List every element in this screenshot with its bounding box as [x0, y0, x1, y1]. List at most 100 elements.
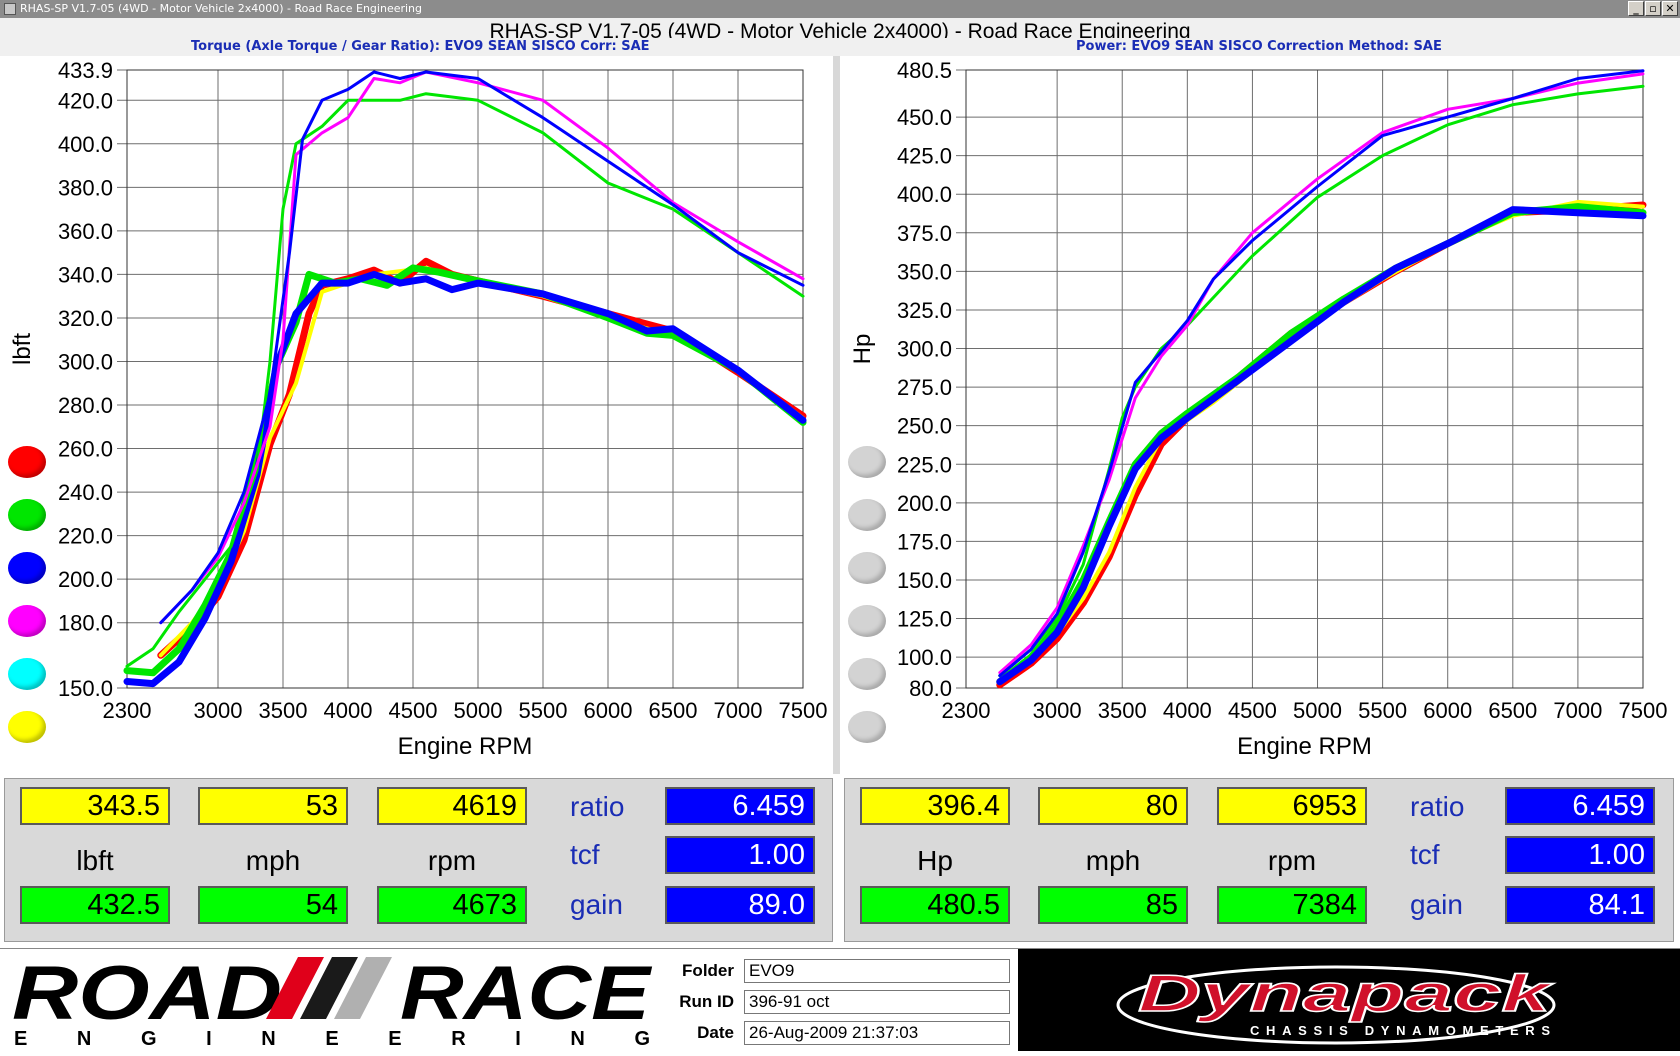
footer: ROAD RACE E N G I N E E R I N G Folder E…	[0, 948, 1680, 1051]
y-tick-label: 175.0	[897, 529, 952, 554]
series-line	[159, 70, 805, 625]
series-line	[125, 92, 805, 668]
gain-field[interactable]: 84.1	[1505, 886, 1655, 924]
cursor-torque-value: 343.5	[20, 787, 170, 825]
plot-frame	[965, 69, 1644, 689]
x-tick-label: 7000	[714, 698, 763, 723]
logo-road-text: ROAD	[12, 951, 282, 1036]
cursor-rpm-value: 6953	[1217, 787, 1367, 825]
date-field[interactable]: 26-Aug-2009 21:37:03	[744, 1021, 1010, 1045]
mph-unit-label: mph	[1085, 845, 1141, 876]
x-tick-label: 6000	[1423, 698, 1472, 723]
window-title: RHAS-SP V1.7-05 (4WD - Motor Vehicle 2x4…	[20, 2, 423, 15]
tcf-field[interactable]: 1.00	[1505, 836, 1655, 874]
x-tick-label: 6500	[649, 698, 698, 723]
legend-dot-6[interactable]	[8, 711, 46, 743]
run-info: Folder EVO9 Run ID 396-91 oct Date 26-Au…	[664, 953, 1014, 1047]
y-tick-label: 375.0	[897, 221, 952, 246]
y-tick-label: 300.0	[897, 337, 952, 362]
legend-dot-3[interactable]	[8, 552, 46, 584]
y-tick-label: 320.0	[58, 306, 113, 331]
y-tick-label: 400.0	[58, 132, 113, 157]
rpm-unit-label: rpm	[1267, 845, 1317, 876]
plot-frame	[126, 69, 804, 689]
max-torque-value: 432.5	[20, 886, 170, 924]
cursor-rpm-value: 4619	[377, 787, 527, 825]
max-mph-value: 54	[198, 886, 348, 924]
power-legend-dot-6[interactable]	[848, 711, 886, 743]
gain-field[interactable]: 89.0	[665, 886, 815, 924]
dynapack-logo: Dynapack CHASSIS DYNAMOMETERS	[1116, 964, 1556, 1045]
series-line	[996, 201, 1647, 689]
x-tick-label: 4000	[1163, 698, 1212, 723]
ratio-field[interactable]: 6.459	[1505, 787, 1655, 825]
torque-readout: 343.5 53 4619 lbft mph rpm 432.5 54 4673…	[4, 778, 833, 942]
dynapack-brand: Dynapack	[1138, 965, 1555, 1023]
power-legend-dot-2[interactable]	[848, 499, 886, 531]
power-legend	[848, 446, 888, 776]
x-tick-label: 5500	[1358, 698, 1407, 723]
y-tick-label: 350.0	[897, 259, 952, 284]
series-line	[996, 206, 1647, 686]
minimize-button[interactable]: _	[1628, 1, 1644, 16]
power-legend-dot-5[interactable]	[848, 658, 886, 690]
date-label: Date	[697, 1023, 734, 1042]
x-tick-label: 3500	[259, 698, 308, 723]
x-tick-label: 2300	[103, 698, 152, 723]
y-tick-label: 420.0	[58, 88, 113, 113]
dynapack-logo-area: Dynapack CHASSIS DYNAMOMETERS	[1018, 949, 1680, 1051]
max-rpm-value: 7384	[1217, 886, 1367, 924]
x-tick-label: 4500	[389, 698, 438, 723]
hp-unit-label: Hp	[917, 845, 953, 876]
y-tick-label: 250.0	[897, 414, 952, 439]
legend-dot-1[interactable]	[8, 446, 46, 478]
y-tick-label: 125.0	[897, 607, 952, 632]
logo-stripe-black	[300, 957, 358, 1019]
y-tick-label: 433.9	[58, 58, 113, 83]
legend-dot-5[interactable]	[8, 658, 46, 690]
power-legend-dot-1[interactable]	[848, 446, 886, 478]
mph-unit-label: mph	[245, 845, 301, 876]
tcf-label: tcf	[570, 839, 600, 870]
x-tick-label: 4500	[1228, 698, 1277, 723]
x-tick-label: 2300	[942, 698, 991, 723]
x-tick-label: 7000	[1553, 698, 1602, 723]
close-button[interactable]: ✕	[1662, 1, 1678, 16]
series-line	[997, 199, 1645, 684]
folder-label: Folder	[682, 961, 734, 980]
power-chart: 2300 3000 3500 4000 4500 5000 5500 6000 6500 7000…	[849, 58, 1667, 760]
logo-stripe-grey	[334, 957, 392, 1019]
legend-dot-4[interactable]	[8, 605, 46, 637]
y-tick-label: 325.0	[897, 298, 952, 323]
power-legend-dot-3[interactable]	[848, 552, 886, 584]
ratio-field[interactable]: 6.459	[665, 787, 815, 825]
series-line	[123, 270, 807, 688]
y-tick-label: 275.0	[897, 375, 952, 400]
x-tick-label: 7500	[779, 698, 828, 723]
rpm-unit-label: rpm	[427, 845, 477, 876]
y-tick-label: 240.0	[58, 480, 113, 505]
x-axis-title: Engine RPM	[1237, 733, 1372, 760]
y-tick-label: 100.0	[897, 645, 952, 670]
legend-dot-2[interactable]	[8, 499, 46, 531]
app-headline: RHAS-SP V1.7-05 (4WD - Motor Vehicle 2x4…	[0, 18, 1680, 38]
gain-label: gain	[570, 889, 623, 920]
y-tick-label: 425.0	[897, 144, 952, 169]
series-line	[159, 70, 805, 625]
power-legend-dot-4[interactable]	[848, 605, 886, 637]
series-line	[998, 69, 1645, 678]
maximize-button[interactable]: ▫	[1645, 1, 1661, 16]
cursor-mph-value: 53	[198, 787, 348, 825]
x-tick-label: 6500	[1488, 698, 1537, 723]
y-tick-label: 260.0	[58, 437, 113, 462]
series-line	[996, 203, 1647, 686]
series-line	[123, 264, 807, 677]
tcf-field[interactable]: 1.00	[665, 836, 815, 874]
dynapack-swoosh	[1116, 965, 1556, 1045]
x-tick-label: 6000	[584, 698, 633, 723]
folder-field[interactable]: EVO9	[744, 959, 1010, 983]
logo-stripe-red	[266, 957, 324, 1019]
runid-field[interactable]: 396-91 oct	[744, 990, 1010, 1014]
x-tick-label: 3000	[194, 698, 243, 723]
y-tick-label: 400.0	[897, 182, 952, 207]
